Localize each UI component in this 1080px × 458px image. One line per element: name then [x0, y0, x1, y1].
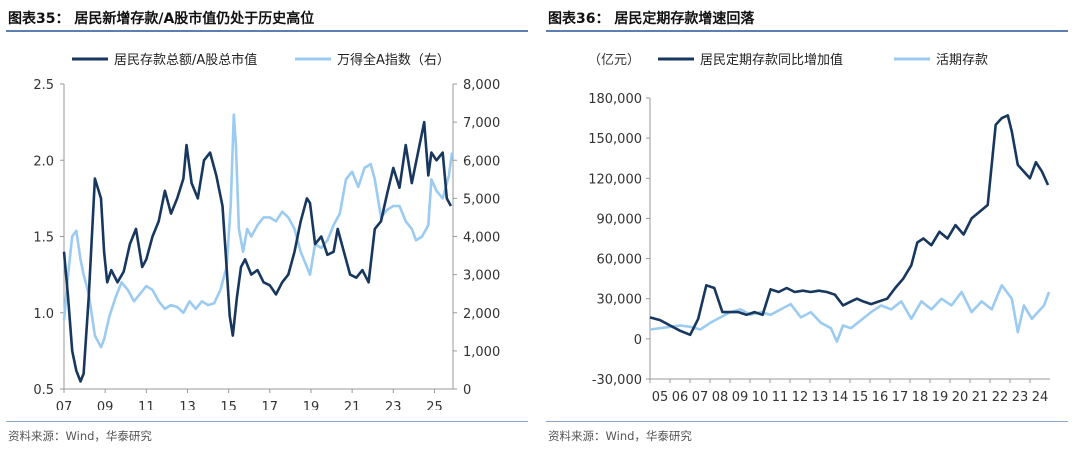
- x-tick-label: 23: [1012, 390, 1029, 405]
- y-tick-label: 1.5: [33, 231, 54, 246]
- series-line-index: [62, 113, 454, 349]
- x-tick-label: 12: [792, 390, 809, 405]
- chart-panel-time-deposit: 图表36： 居民定期存款增速回落 （亿元） -30,000 0 30,000 60,00…: [540, 0, 1080, 458]
- x-tick-label: 09: [732, 390, 749, 405]
- chart-title: 图表36： 居民定期存款增速回落: [548, 11, 755, 27]
- source-note: 资料来源：Wind，华泰研究: [8, 429, 152, 443]
- legend-label-index: 万得全A指数（右）: [337, 52, 450, 68]
- x-tick-label: 09: [97, 400, 114, 410]
- y2-tick-label: 1,000: [463, 345, 500, 360]
- source-divider: [546, 421, 1068, 422]
- chart-title: 图表35： 居民新增存款/A股市值仍处于历史高位: [8, 11, 315, 27]
- chart-panel-deposit-ratio: 图表35： 居民新增存款/A股市值仍处于历史高位 0.5 1.0 1.5 2.0 2.5…: [6, 11, 528, 443]
- source-divider: [6, 421, 528, 422]
- x-tick-label: 15: [852, 390, 869, 405]
- x-tick-label: 16: [872, 390, 889, 405]
- deposit-ratio-chart: 0.5 1.0 1.5 2.0 2.5 0 1,000 2,000 3,000 4,000 5,00…: [33, 52, 500, 410]
- y-tick-label: 180,000: [588, 92, 642, 107]
- x-tick-label: 11: [138, 400, 155, 410]
- y-tick-label: 30,000: [597, 293, 643, 308]
- x-tick-label: 14: [832, 390, 849, 405]
- x-tick-label: 22: [992, 390, 1009, 405]
- time-deposit-chart: （亿元）-30,000030,00060,00090,000120,000150…: [588, 52, 1051, 405]
- y2-tick-label: 5,000: [463, 192, 500, 207]
- x-tick-label: 18: [912, 390, 929, 405]
- y-tick-label: 2.5: [33, 78, 54, 93]
- y-tick-label: 120,000: [588, 172, 642, 187]
- y-tick-label: -30,000: [592, 373, 642, 388]
- y-tick-label: 0: [634, 333, 642, 348]
- x-tick-label: 07: [56, 400, 73, 410]
- y2-tick-label: 8,000: [463, 78, 500, 93]
- x-tick-label: 11: [772, 390, 789, 405]
- y-tick-label: 150,000: [588, 132, 642, 147]
- legend-label-time-deposit: 居民定期存款同比增加值: [700, 52, 843, 68]
- y2-tick-label: 6,000: [463, 154, 500, 169]
- y2-tick-label: 3,000: [463, 269, 500, 284]
- series-line-time-deposit: [649, 114, 1050, 337]
- x-tick-label: 24: [1032, 390, 1049, 405]
- legend-label-ratio: 居民存款总额/A股总市值: [114, 52, 257, 68]
- x-tick-label: 10: [752, 390, 769, 405]
- series-line-ratio: [62, 120, 453, 383]
- x-tick-label: 06: [672, 390, 689, 405]
- y-tick-label: 1.0: [33, 307, 54, 322]
- y-axis-unit: （亿元）: [588, 53, 640, 68]
- y2-tick-label: 2,000: [463, 307, 500, 322]
- x-tick-label: 19: [303, 400, 320, 410]
- legend-label-demand-deposit: 活期存款: [936, 53, 988, 68]
- y-tick-label: 90,000: [597, 212, 643, 227]
- title-divider: [546, 30, 1068, 32]
- x-tick-label: 25: [426, 400, 443, 410]
- title-divider: [6, 30, 528, 32]
- y-tick-label: 2.0: [33, 154, 54, 169]
- y2-tick-label: 0: [463, 383, 471, 398]
- y-tick-label: 0.5: [33, 383, 54, 398]
- x-tick-label: 23: [385, 400, 402, 410]
- x-tick-label: 20: [952, 390, 969, 405]
- x-tick-label: 21: [972, 390, 989, 405]
- y2-tick-label: 4,000: [463, 231, 500, 246]
- y2-tick-label: 7,000: [463, 116, 500, 131]
- source-note: 资料来源：Wind，华泰研究: [548, 429, 692, 443]
- x-tick-label: 17: [892, 390, 909, 405]
- x-tick-label: 13: [812, 390, 829, 405]
- x-tick-label: 07: [692, 390, 709, 405]
- x-tick-label: 21: [344, 400, 361, 410]
- x-tick-label: 19: [932, 390, 949, 405]
- x-tick-label: 17: [262, 400, 279, 410]
- x-tick-label: 15: [220, 400, 237, 410]
- x-tick-label: 13: [179, 400, 196, 410]
- x-tick-label: 05: [652, 390, 669, 405]
- x-tick-label: 08: [712, 390, 729, 405]
- series-line-demand-deposit: [649, 284, 1051, 343]
- y-tick-label: 60,000: [597, 253, 643, 268]
